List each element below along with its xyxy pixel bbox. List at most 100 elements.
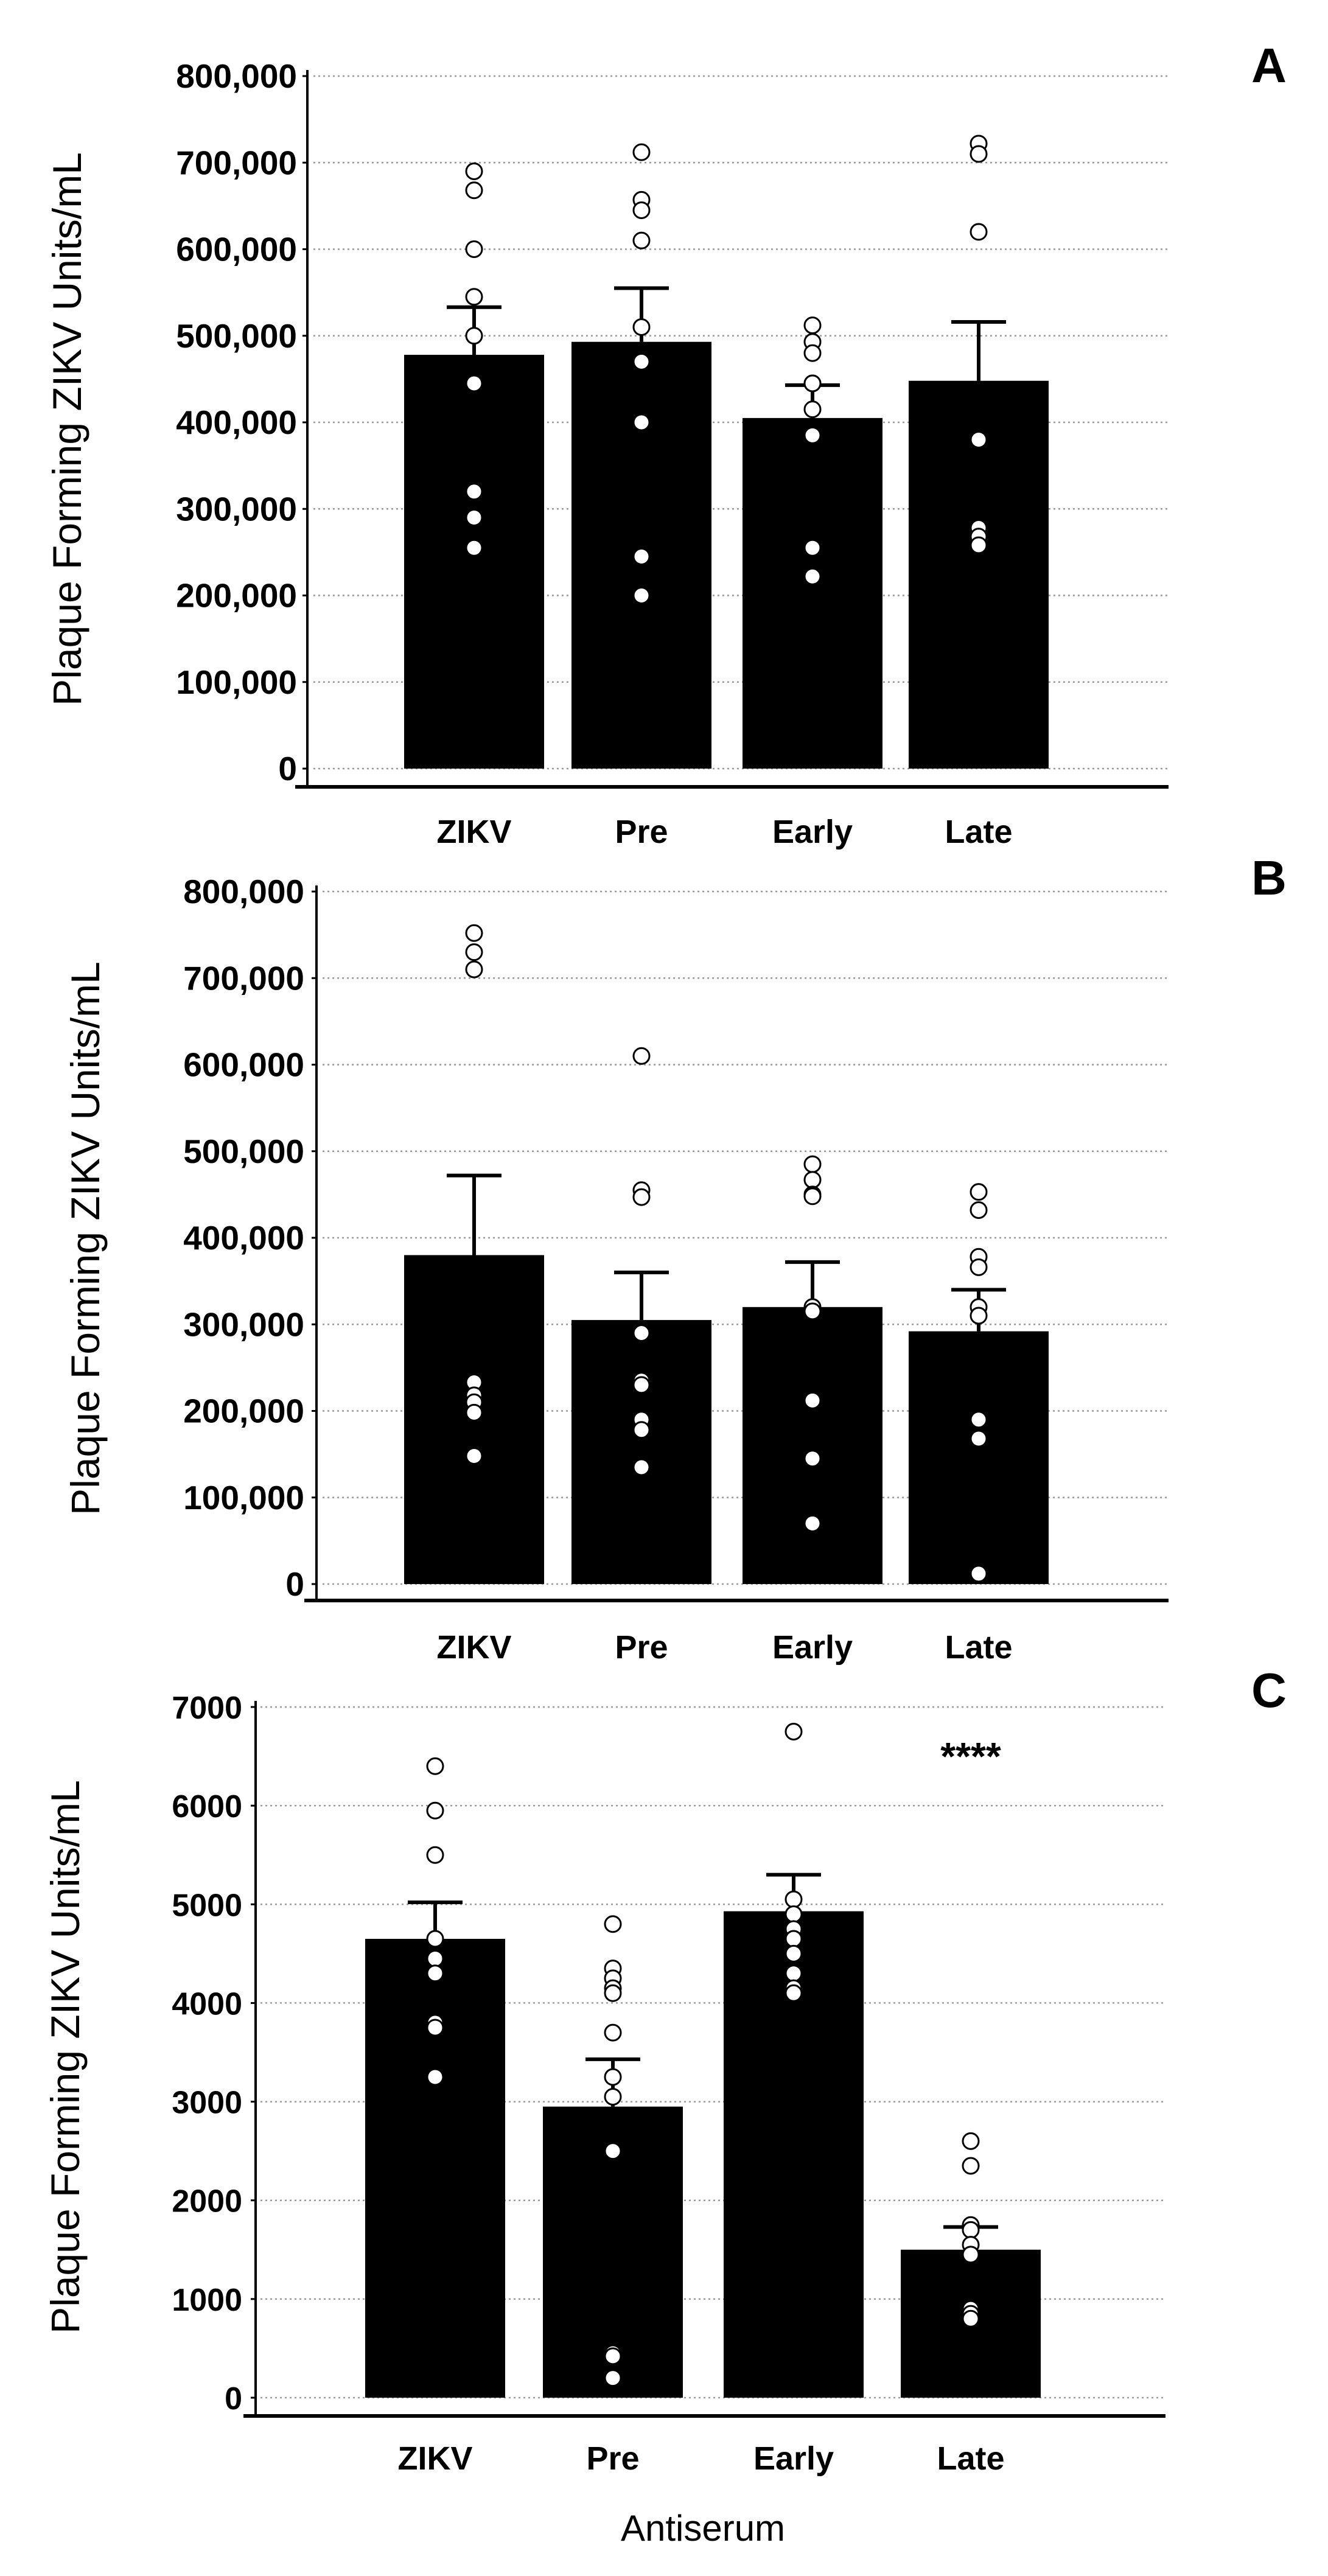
data-point xyxy=(465,181,483,200)
y-tick-label: 500,000 xyxy=(176,317,297,355)
data-point xyxy=(604,1915,622,1933)
y-tick-label: 7000 xyxy=(172,1691,242,1726)
x-axis-label: Antiserum xyxy=(621,2508,785,2549)
y-tick-label: 0 xyxy=(225,2381,242,2417)
plot-area: 0 100,000 200,000 300,000 400,000 500,000 600,… xyxy=(183,873,1169,1603)
data-point xyxy=(803,1302,822,1321)
y-axis-label: Plaque Forming ZIKV Units/mL xyxy=(43,1780,88,2334)
data-point xyxy=(426,1949,444,1967)
data-point xyxy=(426,2019,444,2037)
data-point xyxy=(970,1258,988,1276)
bar-late xyxy=(909,1331,1049,1584)
x-tick-label: Early xyxy=(753,2440,834,2477)
data-point xyxy=(465,943,483,962)
data-point xyxy=(970,1411,988,1429)
data-point xyxy=(803,1514,822,1532)
data-point xyxy=(632,318,651,337)
plot-area: 0 100,000 200,000 300,000 400,000 500,000 600,… xyxy=(176,57,1169,789)
y-tick-label: 200,000 xyxy=(176,577,297,615)
x-tick-label: ZIKV xyxy=(436,1629,511,1666)
data-point xyxy=(785,1890,803,1908)
y-tick-label: 0 xyxy=(285,1565,304,1603)
data-point xyxy=(426,1846,444,1864)
data-point xyxy=(604,2347,622,2365)
x-tick-label: Pre xyxy=(586,2440,639,2477)
y-tick-label: 300,000 xyxy=(183,1305,304,1343)
data-point xyxy=(465,1403,483,1422)
data-point xyxy=(785,1905,803,1923)
data-point xyxy=(632,547,651,565)
data-point xyxy=(962,2309,980,2328)
y-tick-label: 600,000 xyxy=(183,1046,304,1084)
data-point xyxy=(785,1944,803,1963)
data-point xyxy=(465,162,483,180)
data-point xyxy=(970,223,988,241)
y-tick-label: 100,000 xyxy=(176,663,297,701)
x-tick-label: Pre xyxy=(615,1629,668,1666)
data-point xyxy=(604,2023,622,2042)
data-point xyxy=(604,2142,622,2160)
data-point xyxy=(465,508,483,526)
x-tick-label: Early xyxy=(772,1629,853,1666)
data-point xyxy=(465,327,483,345)
y-tick-label: 1000 xyxy=(172,2283,242,2318)
data-point xyxy=(970,1307,988,1325)
data-point xyxy=(426,1757,444,1775)
y-tick-label: 700,000 xyxy=(183,959,304,997)
y-tick-label: 200,000 xyxy=(183,1392,304,1430)
data-point xyxy=(803,1450,822,1468)
plot-area: 0 1000 2000 3000 4000 5000 6000 7000 xyxy=(172,1691,1165,2418)
data-point xyxy=(962,2246,980,2264)
y-tick-label: 4000 xyxy=(172,1986,242,2022)
data-point xyxy=(632,1376,651,1394)
x-tick-label: Pre xyxy=(615,814,668,850)
data-point xyxy=(632,1458,651,1476)
y-tick-label: 0 xyxy=(278,750,297,787)
data-point xyxy=(632,587,651,604)
y-tick-label: 700,000 xyxy=(176,144,297,181)
y-tick-label: 2000 xyxy=(172,2184,242,2219)
bar-zikv xyxy=(404,355,544,769)
data-point xyxy=(426,1801,444,1820)
x-tick-label: ZIKV xyxy=(397,2440,472,2477)
data-point xyxy=(962,2132,980,2150)
y-tick-label: 400,000 xyxy=(176,403,297,441)
data-point xyxy=(803,426,822,444)
data-point xyxy=(465,483,483,501)
data-point xyxy=(970,1565,988,1583)
data-point xyxy=(465,960,483,979)
data-point xyxy=(465,240,483,258)
data-point xyxy=(803,344,822,362)
data-point xyxy=(970,1429,988,1448)
data-point xyxy=(465,539,483,557)
panel-b: B Plaque Forming ZIKV Units/mL 0 100,000 2… xyxy=(63,851,1287,1666)
data-point xyxy=(632,1421,651,1439)
y-tick-label: 300,000 xyxy=(176,490,297,528)
data-point xyxy=(803,539,822,557)
bar-early xyxy=(743,1307,882,1584)
data-point xyxy=(632,1047,651,1065)
data-point xyxy=(465,288,483,306)
data-point xyxy=(970,430,988,449)
data-point xyxy=(465,1447,483,1465)
y-tick-label: 800,000 xyxy=(176,57,297,95)
data-point xyxy=(803,1391,822,1409)
data-point xyxy=(604,2068,622,2086)
data-point xyxy=(970,1201,988,1219)
x-tick-label: Early xyxy=(772,814,853,850)
y-axis-label: Plaque Forming ZIKV Units/mL xyxy=(44,152,89,706)
y-tick-label: 5000 xyxy=(172,1888,242,1923)
data-point xyxy=(962,2221,980,2239)
data-point xyxy=(962,2157,980,2175)
data-point xyxy=(803,1187,822,1206)
data-point xyxy=(426,2068,444,2086)
significance-label: **** xyxy=(940,1734,1001,1778)
panel-letter: B xyxy=(1251,851,1287,905)
panel-a: A Plaque Forming ZIKV Units/mL 0 100,000 2… xyxy=(44,38,1287,850)
y-tick-label: 600,000 xyxy=(176,231,297,268)
data-point xyxy=(803,400,822,419)
data-point xyxy=(632,1324,651,1342)
data-point xyxy=(604,2087,622,2106)
y-tick-label: 500,000 xyxy=(183,1133,304,1170)
